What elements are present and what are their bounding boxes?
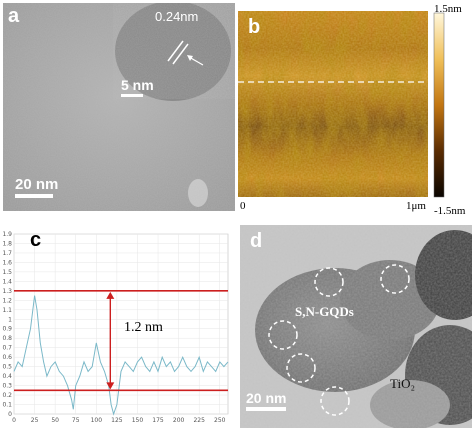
- panel-label: a: [8, 5, 20, 27]
- x-tick-label: 25: [31, 417, 39, 424]
- y-tick-label: 0.1: [2, 402, 12, 409]
- x-tick-label: 150: [132, 417, 144, 424]
- scale-bar: [15, 194, 53, 198]
- lattice-line-2: [172, 43, 189, 65]
- axis-end: 1μm: [406, 200, 426, 212]
- scale-label: 20 nm: [246, 390, 286, 406]
- x-tick-label: 125: [111, 417, 123, 424]
- x-tick-label: 75: [72, 417, 80, 424]
- x-tick-label: 250: [214, 417, 226, 424]
- x-tick-label: 200: [173, 417, 185, 424]
- y-tick-label: 1.5: [2, 269, 12, 276]
- height-profile-chart: 1.9 1.8 1.7 1.6 1.5 1.4 1.3 1.2 1.1 1 0.9 0.8 0.7 0.6…: [0, 224, 236, 428]
- qd-marker-4: [286, 353, 316, 383]
- panel-label: d: [250, 230, 262, 252]
- height-annotation: 1.2 nm: [124, 320, 163, 335]
- afm-image-b: b 1.5nm -1.5nm 0 1μm: [238, 3, 466, 217]
- color-bar-min: -1.5nm: [434, 205, 466, 217]
- y-tick-label: 0.8: [2, 335, 12, 342]
- y-tick-label: 0.7: [2, 345, 12, 352]
- scale-bar: [246, 407, 286, 411]
- profile-series: [13, 295, 229, 416]
- axis-start: 0: [240, 200, 246, 212]
- panel-b: b 1.5nm -1.5nm 0 1μm: [238, 3, 472, 217]
- tem-image-a: a 0.24nm 5 nm 20 nm: [3, 3, 235, 211]
- y-tick-label: 1.8: [2, 240, 12, 247]
- y-tick-label: 1.2: [2, 297, 12, 304]
- y-tick-label: 1: [8, 316, 12, 323]
- x-tick-label: 100: [91, 417, 103, 424]
- lattice-spacing-label: 0.24nm: [155, 9, 198, 24]
- panel-c: 1.9 1.8 1.7 1.6 1.5 1.4 1.3 1.2 1.1 1 0.9 0.8 0.7 0.6…: [0, 224, 236, 428]
- y-tick-label: 0.2: [2, 392, 12, 399]
- y-tick-label: 1.7: [2, 250, 12, 257]
- x-tick-label: 225: [193, 417, 205, 424]
- y-tick-label: 1.9: [2, 231, 12, 238]
- y-tick-label: 0.6: [2, 354, 12, 361]
- y-tick-label: 0.4: [2, 373, 12, 380]
- y-tick-label: 0.3: [2, 383, 12, 390]
- qd-marker-1: [314, 267, 344, 297]
- y-tick-label: 1.4: [2, 278, 12, 285]
- tem-image-d: d S,N-GQDs TiO₂ 20 nm: [240, 225, 472, 428]
- x-tick-label: 0: [12, 417, 16, 424]
- color-bar-max: 1.5nm: [434, 3, 462, 15]
- qd-marker-5: [320, 386, 350, 416]
- x-tick-label: 175: [152, 417, 164, 424]
- inset-scale-bar: [121, 94, 143, 97]
- y-tick-label: 0.5: [2, 364, 12, 371]
- y-tick-label: 0.9: [2, 326, 12, 333]
- panel-label: b: [248, 16, 260, 38]
- y-tick-label: 0: [8, 411, 12, 418]
- qd-marker-3: [268, 320, 298, 350]
- arrow-head-bottom: [106, 382, 115, 390]
- tio2-label: TiO₂: [390, 376, 415, 391]
- y-tick-label: 1.1: [2, 307, 12, 314]
- y-tick-label: 1.3: [2, 288, 12, 295]
- y-tick-label: 1.6: [2, 259, 12, 266]
- inset-scale-label: 5 nm: [121, 77, 154, 93]
- scale-label: 20 nm: [15, 176, 58, 193]
- qd-marker-2: [380, 264, 410, 294]
- panel-d: d S,N-GQDs TiO₂ 20 nm: [240, 225, 472, 428]
- color-bar: [433, 12, 445, 198]
- lattice-line-1: [167, 40, 184, 62]
- x-tick-label: 50: [51, 417, 59, 424]
- panel-a: a 0.24nm 5 nm 20 nm: [3, 3, 235, 211]
- arrow-head-top: [106, 291, 115, 299]
- panel-label: c: [30, 229, 41, 251]
- gqd-label: S,N-GQDs: [295, 304, 354, 319]
